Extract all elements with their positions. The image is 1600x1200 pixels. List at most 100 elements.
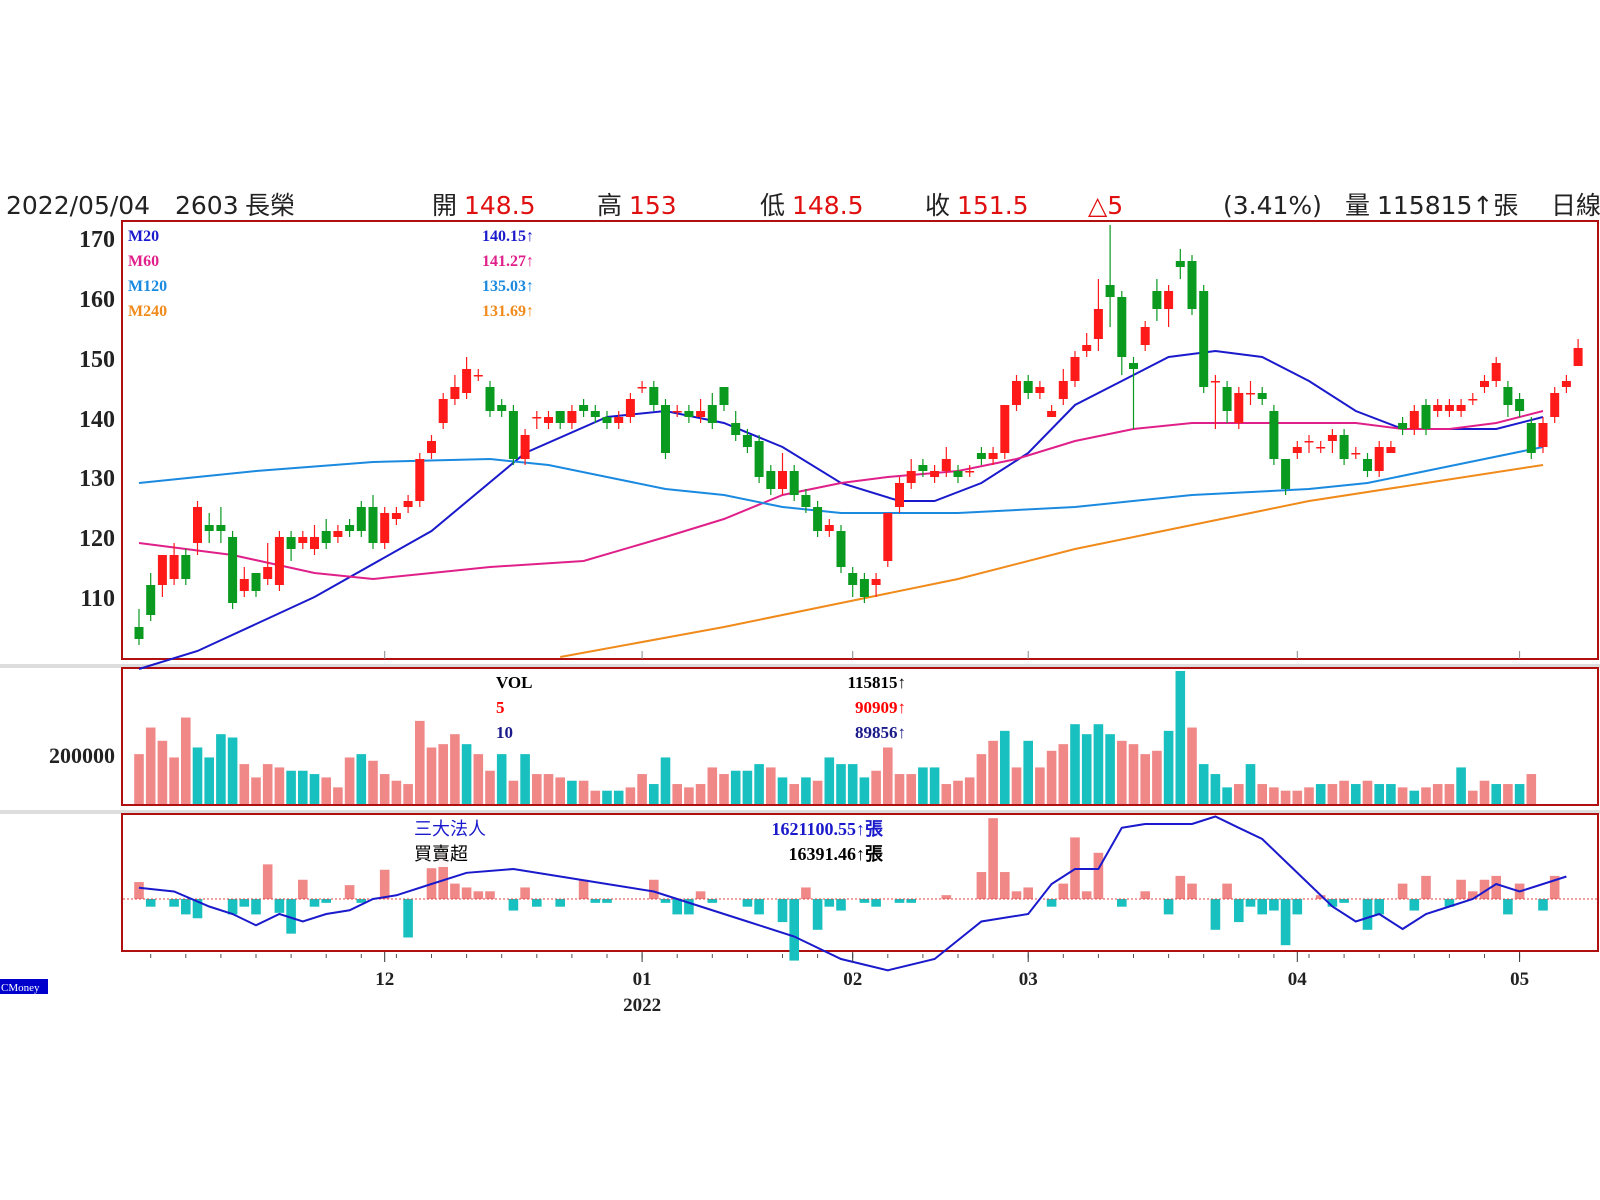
candle <box>321 519 331 549</box>
x-axis: 12 01 02 03 04 05 2022 <box>150 651 1529 1016</box>
candle <box>1363 453 1372 477</box>
volume-panel-frame <box>121 667 1599 806</box>
candle <box>883 513 893 567</box>
candle <box>1550 387 1560 423</box>
institutional-bar <box>379 869 390 899</box>
candle-body <box>427 441 436 453</box>
candle <box>1561 375 1571 393</box>
candle-body <box>1047 411 1057 417</box>
candle-body <box>707 405 717 423</box>
candle-body <box>1409 411 1419 429</box>
candle-body <box>941 459 951 471</box>
volume-bar <box>1163 730 1174 804</box>
volume-bar <box>274 767 285 804</box>
candle-body <box>1129 363 1138 369</box>
legend-vol5-value: 90909↑ <box>855 698 906 717</box>
candle <box>555 411 565 429</box>
x-year-label: 2022 <box>623 995 661 1016</box>
candlesticks <box>134 225 1583 645</box>
volume-bar <box>1351 784 1361 804</box>
candle-body <box>567 411 577 423</box>
volume-bar <box>1479 780 1490 804</box>
candle <box>1409 405 1419 435</box>
volume-bar <box>1327 784 1338 804</box>
volume-label: 量 <box>1345 191 1370 220</box>
high-label: 高 <box>597 191 622 220</box>
candle-body <box>403 501 413 507</box>
legend-vol5-label: 5 <box>496 698 505 717</box>
candle <box>462 357 472 399</box>
candle <box>696 399 706 423</box>
candle <box>672 405 682 417</box>
institutional-bar <box>473 891 484 899</box>
m120-line <box>138 446 1544 514</box>
candle <box>1468 393 1478 405</box>
institutional-bar <box>286 899 296 934</box>
candle-body <box>473 375 483 377</box>
volume-bar <box>1011 767 1022 804</box>
volume-bar <box>1081 734 1092 804</box>
volume-bar <box>379 774 390 804</box>
institutional-bar <box>485 891 495 899</box>
candle-body <box>333 531 343 537</box>
institutional-bar <box>836 899 846 911</box>
candle <box>251 573 261 597</box>
volume-bar <box>1491 784 1501 804</box>
candle <box>778 453 787 495</box>
candle-body <box>263 567 273 579</box>
institutional-bar <box>239 899 250 907</box>
volume-bar <box>1093 724 1104 804</box>
volume-bar <box>391 780 402 804</box>
legend-net-label: 買賣超 <box>414 844 468 865</box>
candle-body <box>251 573 261 591</box>
candle-body <box>988 453 998 459</box>
candle-body <box>1035 387 1045 393</box>
candle <box>707 393 717 429</box>
candle <box>976 447 986 465</box>
candle <box>204 513 214 543</box>
institutional-bar <box>309 899 320 907</box>
volume-bar <box>134 754 144 804</box>
legend-m120-label: M120 <box>128 278 167 295</box>
institutional-bar <box>754 899 764 915</box>
volume-bar <box>1234 784 1244 804</box>
institutional-bar <box>1140 891 1150 899</box>
volume-bar <box>157 740 168 804</box>
institutional-bar <box>262 864 273 899</box>
candle <box>1515 393 1525 417</box>
institutional-bar <box>1444 899 1455 907</box>
candle-body <box>1117 297 1127 357</box>
institutional-bar <box>321 899 331 903</box>
candle-body <box>1573 348 1583 366</box>
candle <box>485 381 495 417</box>
candle <box>859 573 869 603</box>
close-label: 收 <box>925 191 950 220</box>
institutional-bar <box>438 852 448 899</box>
institutional-bar <box>1503 899 1513 915</box>
candle <box>1000 405 1010 459</box>
candle-body <box>1503 387 1513 405</box>
candle-body <box>661 405 670 453</box>
institutional-bar <box>1549 875 1560 899</box>
institutional-bar <box>1269 899 1279 911</box>
institutional-bar <box>1538 899 1548 911</box>
candle-body <box>310 537 319 549</box>
volume-bar <box>836 764 846 804</box>
stock-name: 長榮 <box>245 191 295 220</box>
candle-body <box>181 555 191 579</box>
institutional-bar <box>1456 879 1466 899</box>
volume-bar <box>906 774 916 804</box>
volume-bar <box>1421 787 1431 804</box>
institutional-bar <box>777 899 788 923</box>
institutional-bar <box>1023 887 1033 899</box>
candle-body <box>836 531 846 567</box>
institutional-bar <box>1163 899 1174 915</box>
candle-body <box>649 387 659 405</box>
volume-bar <box>894 774 905 804</box>
volume-bar <box>216 734 226 804</box>
volume-bar <box>461 744 472 804</box>
volume-bar <box>847 764 858 804</box>
volume-bar <box>1514 784 1525 804</box>
candle-body <box>1000 405 1010 453</box>
